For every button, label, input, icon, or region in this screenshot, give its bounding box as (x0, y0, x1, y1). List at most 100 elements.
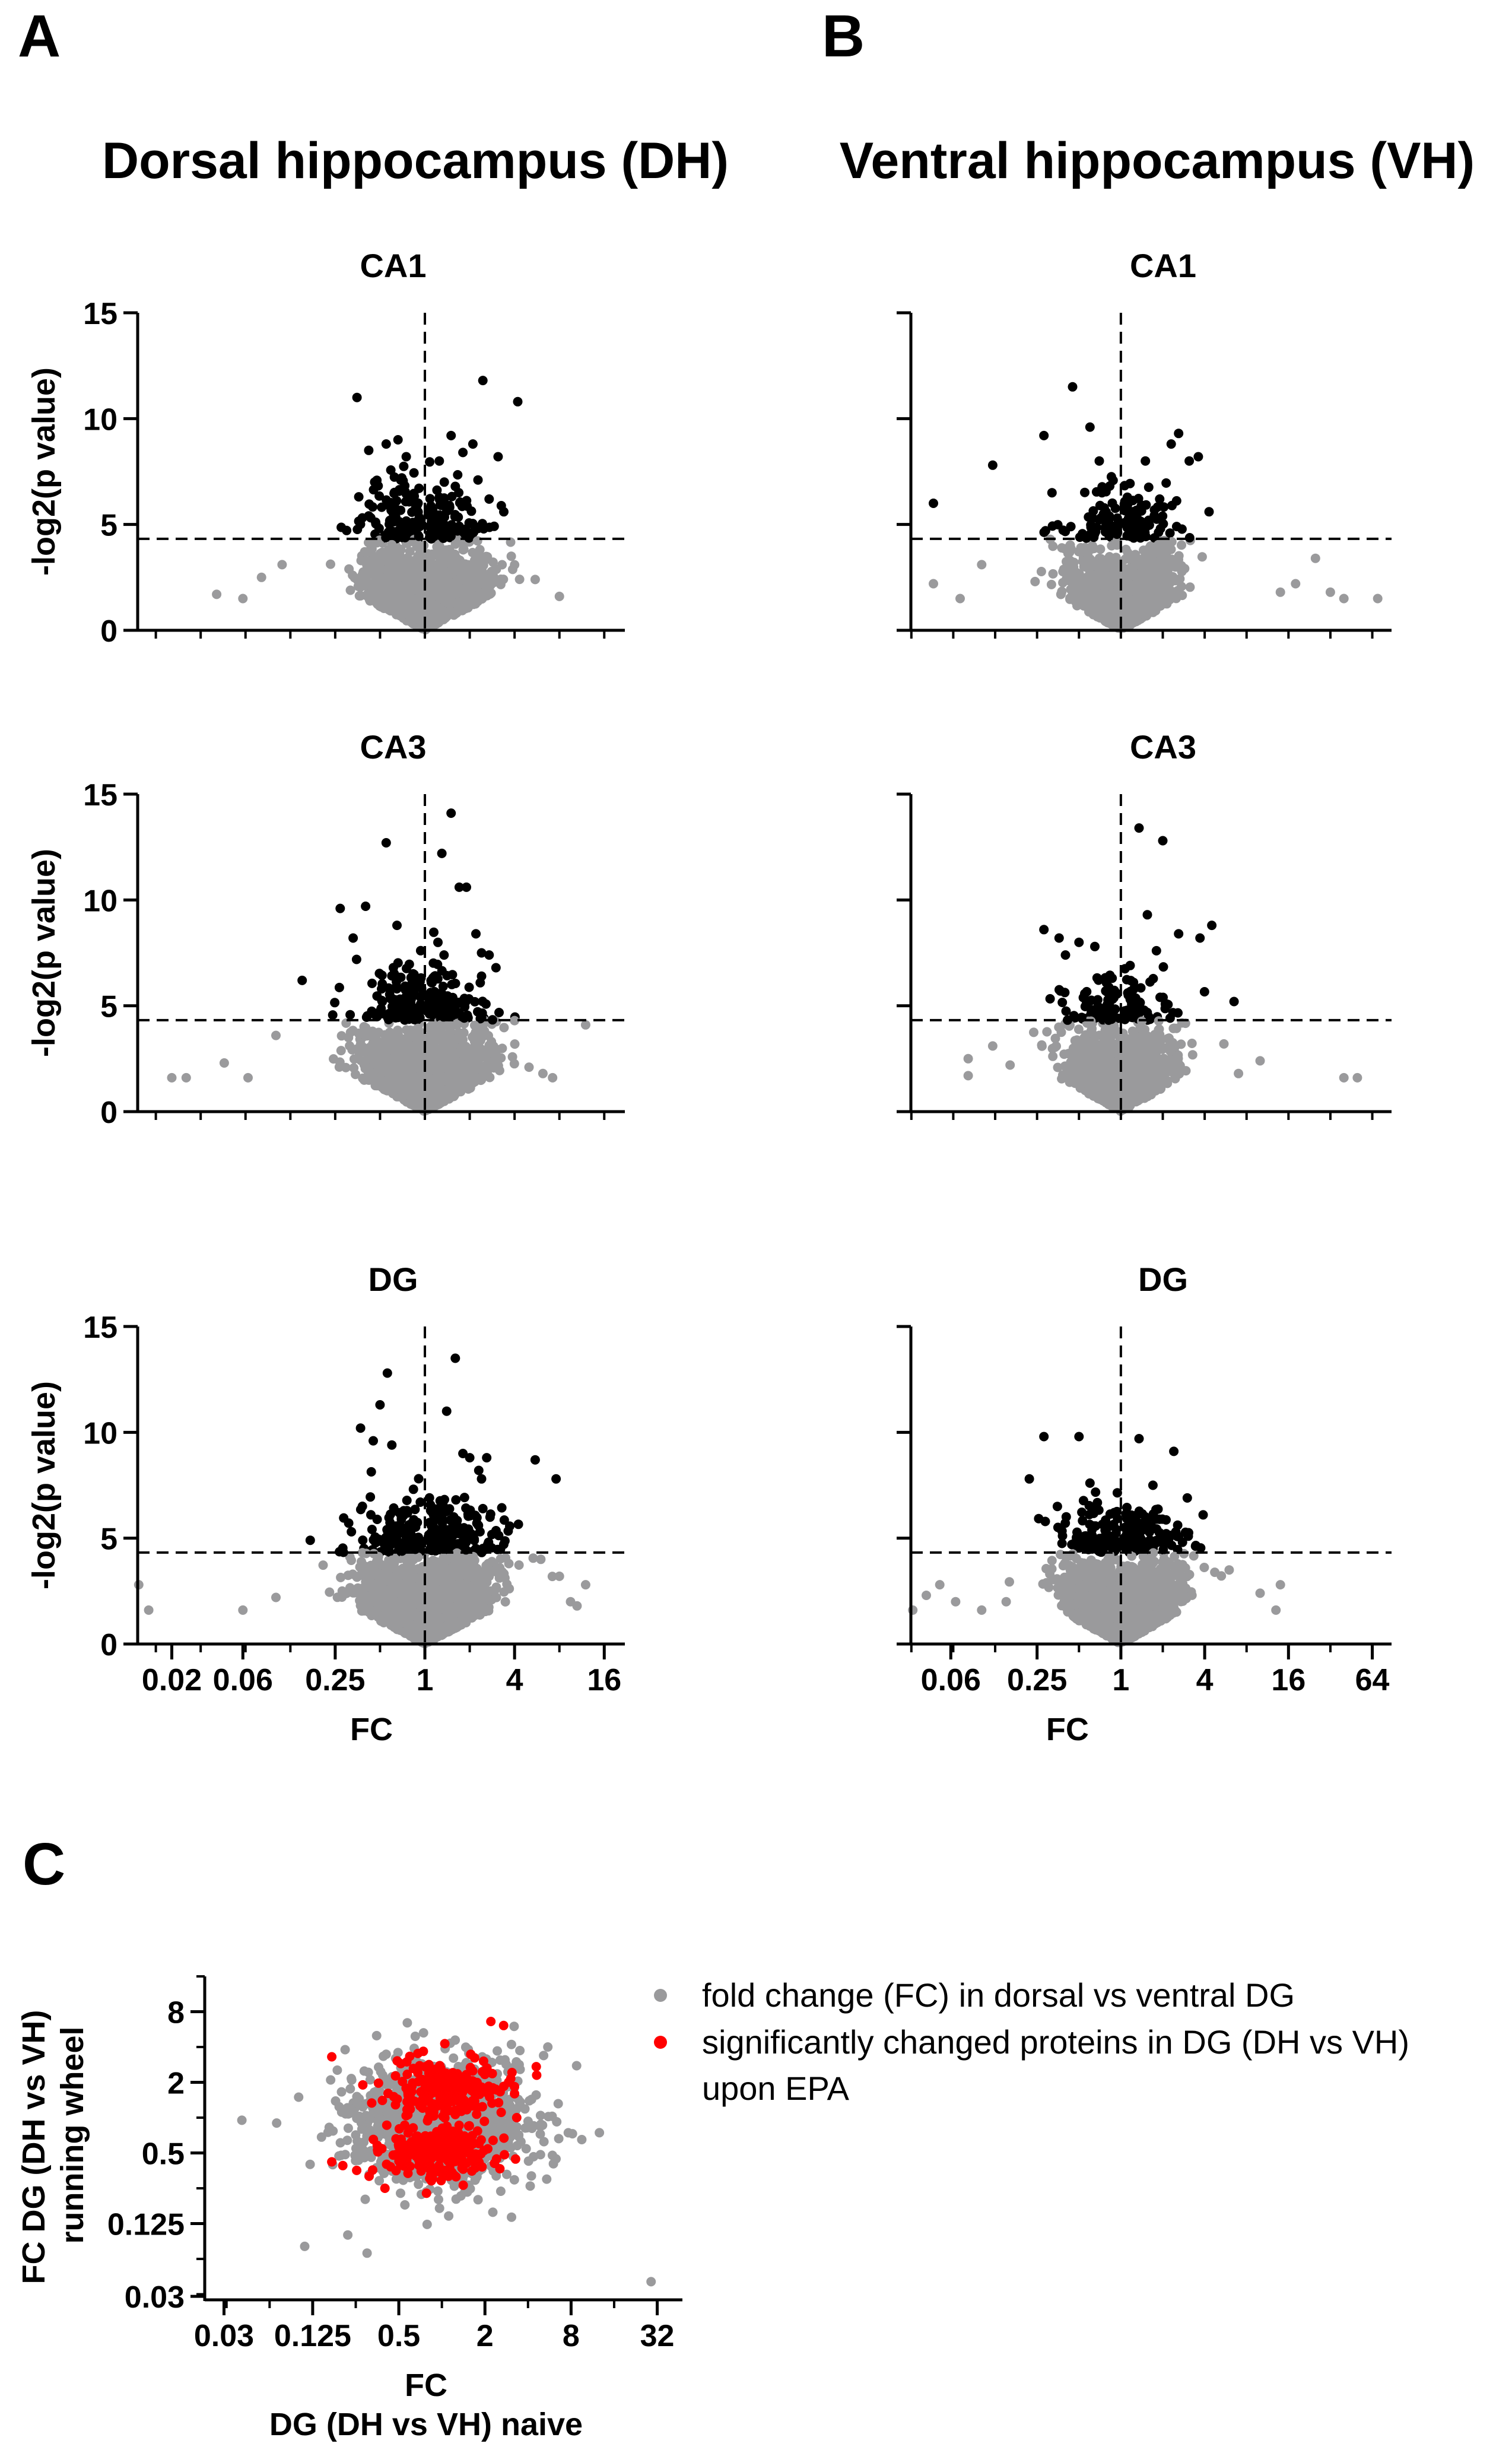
significant-point (394, 486, 404, 496)
nonsignificant-point (449, 1055, 459, 1065)
significant-point (435, 500, 445, 510)
significant-point (1193, 452, 1203, 462)
nonsignificant-point (349, 1063, 359, 1073)
nonsignificant-point (238, 594, 248, 604)
y-tick-label: 5 (100, 509, 117, 543)
significant-point (1158, 511, 1168, 521)
significant-point (393, 435, 403, 445)
significant-point (427, 1009, 437, 1019)
nonsignificant-point (1139, 545, 1148, 556)
significant-point (477, 948, 487, 958)
nonsignificant-point (492, 1045, 502, 1055)
nonsignificant-point (1123, 596, 1133, 606)
significant-point (401, 1010, 410, 1020)
plot-title: CA1 (360, 247, 426, 284)
significant-point (376, 1004, 386, 1014)
nonsignificant-point (524, 1062, 534, 1072)
significant-point (453, 998, 463, 1008)
nonsignificant-point (355, 578, 366, 588)
significant-point (427, 516, 437, 526)
significant-point (464, 994, 474, 1004)
nonsignificant-point (271, 1030, 281, 1040)
significant-point (427, 978, 437, 988)
y-tick-label: 15 (83, 778, 117, 813)
significant-point (929, 499, 938, 508)
significant-point (392, 921, 402, 931)
significant-point (442, 970, 452, 980)
nonsignificant-point (477, 572, 487, 582)
significant-point (335, 903, 345, 913)
nonsignificant-point (427, 1021, 436, 1031)
panel-letter-a: A (18, 3, 61, 69)
nonsignificant-point (456, 1034, 466, 1045)
significant-point (1155, 494, 1165, 504)
y-axis-title: -log2(p value) (26, 367, 62, 576)
significant-point (1094, 515, 1104, 525)
nonsignificant-point (499, 1023, 509, 1033)
nonsignificant-point (399, 591, 409, 601)
significant-point (377, 979, 387, 989)
significant-point (439, 477, 449, 487)
significant-point (1091, 487, 1101, 497)
nonsignificant-point (1170, 576, 1180, 586)
significant-point (478, 996, 488, 1007)
nonsignificant-point (374, 559, 385, 569)
significant-point (1204, 507, 1214, 517)
significant-point (385, 515, 395, 525)
significant-point (398, 525, 408, 535)
nonsignificant-point (473, 1040, 483, 1050)
nonsignificant-point (401, 1042, 411, 1052)
nonsignificant-point (427, 1061, 437, 1071)
significant-point (402, 963, 411, 973)
nonsignificant-point (1048, 569, 1058, 579)
nonsignificant-point (1071, 592, 1081, 602)
nonsignificant-point (256, 572, 266, 582)
nonsignificant-point (344, 1033, 354, 1043)
significant-point (453, 512, 463, 522)
significant-point (1066, 522, 1076, 532)
nonsignificant-point (1310, 553, 1320, 563)
nonsignificant-point (1087, 573, 1097, 583)
significant-point (409, 468, 419, 478)
significant-point (471, 929, 481, 939)
nonsignificant-point (469, 1031, 479, 1041)
nonsignificant-point (1036, 567, 1046, 576)
nonsignificant-point (431, 569, 441, 579)
significant-point (499, 507, 509, 517)
significant-point (1085, 422, 1095, 432)
nonsignificant-point (485, 1072, 495, 1083)
nonsignificant-point (1171, 594, 1181, 604)
significant-point (491, 963, 501, 973)
nonsignificant-point (1177, 540, 1186, 550)
nonsignificant-point (1275, 587, 1285, 597)
nonsignificant-point (386, 572, 396, 582)
significant-point (428, 958, 439, 968)
significant-point (1166, 439, 1176, 449)
nonsignificant-point (482, 552, 493, 562)
significant-point (334, 982, 344, 992)
nonsignificant-point (1091, 598, 1101, 608)
nonsignificant-point (181, 1072, 191, 1083)
nonsignificant-point (465, 1056, 475, 1066)
significant-point (361, 902, 371, 911)
significant-point (446, 430, 456, 440)
nonsignificant-point (490, 576, 500, 586)
vh-ca3-volcano-plot: CA3 (897, 728, 1392, 1120)
nonsignificant-point (1138, 554, 1148, 564)
significant-point (1124, 513, 1134, 523)
nonsignificant-point (1145, 602, 1155, 612)
y-tick-label: 5 (100, 990, 117, 1024)
nonsignificant-point (1159, 587, 1169, 597)
nonsignificant-point (344, 564, 354, 574)
nonsignificant-point (1114, 606, 1124, 616)
significant-point (352, 525, 363, 534)
y-tick-label: 15 (83, 297, 117, 331)
significant-point (426, 501, 436, 511)
nonsignificant-point (1078, 556, 1088, 566)
significant-point (462, 882, 471, 892)
nonsignificant-point (390, 586, 400, 596)
significant-point (1040, 526, 1050, 536)
nonsignificant-point (418, 1055, 428, 1065)
significant-point (477, 1008, 487, 1018)
